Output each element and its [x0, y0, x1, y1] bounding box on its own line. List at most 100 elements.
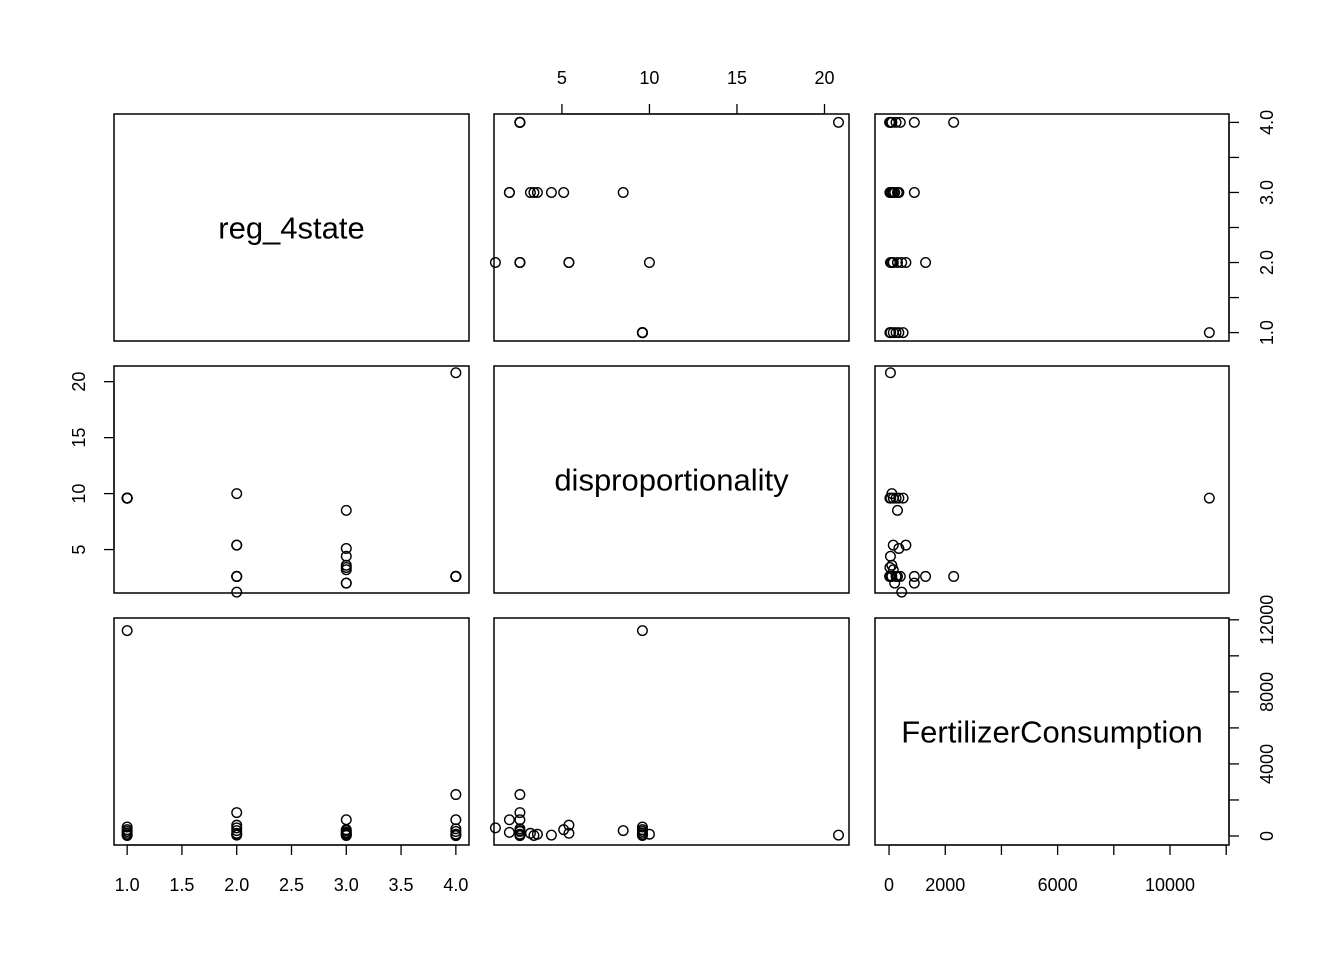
data-point: [884, 257, 896, 269]
tick-label: 2000: [925, 875, 965, 895]
tick-label: 3.5: [389, 875, 414, 895]
data-point: [884, 327, 896, 339]
data-point: [503, 814, 515, 826]
panel-FertilizerConsumption-vs-FertilizerConsumption: FertilizerConsumption: [874, 617, 1230, 846]
tick-label: 6000: [1038, 875, 1078, 895]
tick-label: 15: [727, 68, 747, 88]
data-point: [545, 829, 557, 841]
data-point: [340, 504, 352, 516]
data-point: [503, 186, 515, 198]
data-point: [900, 257, 912, 269]
data-point: [450, 814, 462, 826]
data-point: [884, 186, 896, 198]
data-point: [636, 327, 648, 339]
variable-label-FertilizerConsumption: FertilizerConsumption: [901, 715, 1203, 750]
data-point: [887, 539, 899, 551]
data-point: [450, 823, 462, 835]
panel-disproportionality-vs-disproportionality: disproportionality: [493, 365, 850, 594]
data-point: [897, 492, 909, 504]
data-point: [920, 570, 932, 582]
tick-label: 1.0: [1257, 320, 1277, 345]
data-point: [450, 830, 462, 842]
data-point: [636, 825, 648, 837]
data-point: [514, 807, 526, 819]
variable-label-disproportionality: disproportionality: [554, 463, 789, 498]
data-point: [891, 504, 903, 516]
data-point: [340, 829, 352, 841]
data-point: [890, 570, 902, 582]
data-point: [889, 186, 901, 198]
tick-label: 0: [1257, 831, 1277, 841]
data-point: [563, 257, 575, 269]
data-point: [514, 823, 526, 835]
data-point: [884, 561, 896, 573]
data-point: [528, 829, 540, 841]
data-point: [920, 257, 932, 269]
data-point: [231, 586, 243, 598]
panel-frame: [493, 617, 850, 846]
data-point: [890, 116, 902, 128]
tick-label: 20: [69, 372, 89, 392]
panel-frame: [493, 113, 850, 342]
data-point: [908, 186, 920, 198]
data-point: [832, 829, 844, 841]
panel-disproportionality-vs-reg_4state: [113, 365, 470, 598]
data-point: [514, 257, 526, 269]
y-axis-disproportionality-left: 5 10 15 20: [69, 372, 115, 555]
data-point: [884, 550, 896, 562]
panel-frame: [493, 365, 850, 594]
data-point: [887, 257, 899, 269]
data-point: [891, 257, 903, 269]
data-point: [643, 828, 655, 840]
tick-label: 1.0: [115, 875, 140, 895]
data-point: [340, 577, 352, 589]
data-point: [948, 570, 960, 582]
tick-label: 20: [814, 68, 834, 88]
data-point: [887, 564, 899, 576]
panel-frame: [113, 365, 470, 594]
data-point: [489, 257, 501, 269]
data-point: [231, 825, 243, 837]
data-point: [896, 257, 908, 269]
y-axis-reg_4state-right: 1.0 2.0 3.0 4.0: [1228, 110, 1277, 345]
tick-label: 4.0: [443, 875, 468, 895]
data-point: [896, 586, 908, 598]
data-point: [450, 367, 462, 379]
data-point: [886, 559, 898, 571]
tick-label: 3.0: [1257, 180, 1277, 205]
data-point: [893, 542, 905, 554]
data-point: [231, 829, 243, 841]
data-point: [231, 807, 243, 819]
axes-layer: 5 10 15 201.0 1.5 2.0 2.5 3.0 3.5 4.0 0 2000 6000 100…: [69, 68, 1277, 895]
data-point: [894, 570, 906, 582]
data-point: [886, 488, 898, 500]
data-point: [617, 186, 629, 198]
tick-label: 10000: [1145, 875, 1195, 895]
data-point: [1203, 327, 1215, 339]
data-point: [121, 625, 133, 637]
data-point: [528, 186, 540, 198]
tick-label: 5: [557, 68, 567, 88]
data-point: [524, 186, 536, 198]
data-point: [231, 488, 243, 500]
data-point: [832, 116, 844, 128]
tick-label: 0: [884, 875, 894, 895]
tick-label: 8000: [1257, 672, 1277, 712]
data-point: [948, 116, 960, 128]
data-point: [908, 116, 920, 128]
tick-label: 2.0: [1257, 250, 1277, 275]
panel-FertilizerConsumption-vs-disproportionality: [489, 617, 850, 846]
panel-frame: [874, 365, 1230, 594]
tick-label: 2.5: [279, 875, 304, 895]
x-axis-reg_4state-bottom: 1.0 1.5 2.0 2.5 3.0 3.5 4.0: [115, 844, 468, 895]
data-point: [340, 542, 352, 554]
data-point: [545, 186, 557, 198]
data-point: [884, 116, 896, 128]
variable-label-reg_4state: reg_4state: [218, 211, 365, 246]
data-point: [514, 116, 526, 128]
data-point: [636, 829, 648, 841]
data-point: [894, 116, 906, 128]
tick-label: 3.0: [334, 875, 359, 895]
tick-label: 4.0: [1257, 110, 1277, 135]
data-point: [514, 814, 526, 826]
